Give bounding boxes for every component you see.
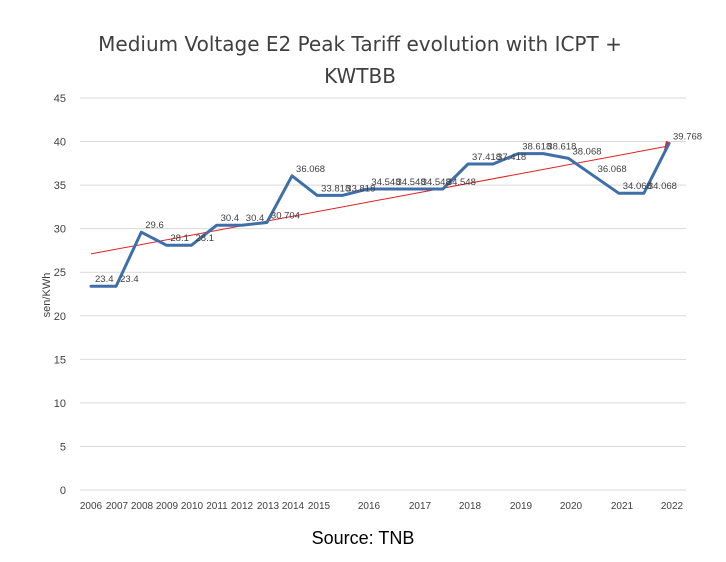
y-tick-label: 10 [54,398,66,410]
x-tick-label: 2022 [661,501,684,512]
data-label: 33.818 [346,183,375,194]
data-label: 37.418 [472,152,501,163]
x-tick-label: 2019 [510,501,533,512]
data-label: 29.6 [145,220,164,231]
data-label: 28.1 [196,233,215,244]
data-label: 38.618 [547,142,576,153]
x-tick-label: 2016 [358,501,381,512]
data-label: 34.068 [623,181,652,192]
y-tick-label: 35 [54,180,66,192]
data-label: 28.1 [170,233,189,244]
data-label: 36.068 [296,164,325,175]
y-axis-label: sen/KWh [41,273,53,318]
data-label: 30.704 [271,211,300,222]
x-tick-label: 2020 [560,501,583,512]
data-label: 33.818 [321,183,350,194]
data-label: 38.618 [522,142,551,153]
y-tick-label: 30 [54,224,66,236]
x-tick-label: 2021 [611,501,634,512]
data-label: 38.068 [572,146,601,157]
data-label: 34.548 [447,177,476,188]
x-tick-label: 2010 [181,501,204,512]
x-tick-label: 2007 [106,501,129,512]
y-tick-label: 45 [54,93,66,105]
data-label: 30.4 [246,213,264,224]
x-axis-tick-labels: 2006 2007 2008 2009 2010 2011 2012 2013 2014 2015… [80,501,684,512]
y-tick-label: 5 [60,441,66,453]
data-label: 23.4 [120,274,139,285]
data-label: 30.4 [221,213,240,224]
data-label: 34.548 [371,177,400,188]
x-tick-label: 2008 [131,501,154,512]
y-tick-label: 20 [54,311,66,323]
y-tick-label: 0 [60,485,66,497]
x-tick-label: 2006 [80,501,103,512]
x-tick-label: 2014 [282,501,305,512]
data-label: 34.548 [422,177,451,188]
data-label: 39.768 [673,132,702,143]
y-tick-label: 40 [54,137,66,149]
data-label: 34.068 [648,181,677,192]
grid-lines [80,97,686,491]
x-tick-label: 2009 [156,501,179,512]
y-axis-tick-labels: 0 5 10 15 20 25 30 35 40 45 [54,93,66,497]
x-tick-label: 2012 [231,501,254,512]
trendline-line [90,145,670,255]
data-labels: 23.4 23.4 29.6 28.1 28.1 30.4 30.4 30.704 36.068… [95,132,702,286]
data-label: 23.4 [95,274,114,285]
data-label: 37.418 [497,152,526,163]
x-tick-label: 2015 [308,501,331,512]
y-tick-label: 25 [54,267,66,279]
source-note: Source: TNB [311,528,415,548]
y-tick-label: 15 [54,354,66,366]
data-label: 34.548 [397,177,426,188]
chart-title: Medium Voltage E2 Peak Tariff evolution … [98,32,622,88]
data-label: 36.068 [598,164,627,175]
x-tick-label: 2017 [409,501,432,512]
series-tariff [89,142,671,288]
x-tick-label: 2013 [257,501,280,512]
x-tick-label: 2011 [206,501,228,512]
x-tick-label: 2018 [459,501,482,512]
series-line [89,142,671,288]
